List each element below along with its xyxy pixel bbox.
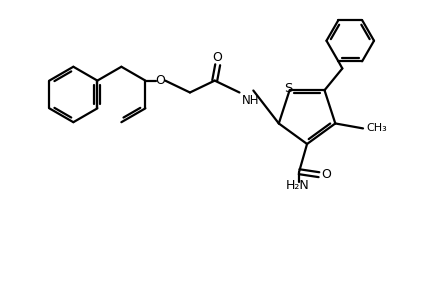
Text: O: O: [321, 168, 331, 181]
Text: O: O: [213, 51, 223, 64]
Text: NH: NH: [241, 95, 259, 107]
Text: CH₃: CH₃: [366, 124, 387, 133]
Text: O: O: [155, 74, 165, 87]
Text: H₂N: H₂N: [285, 179, 309, 192]
Text: S: S: [284, 82, 293, 95]
